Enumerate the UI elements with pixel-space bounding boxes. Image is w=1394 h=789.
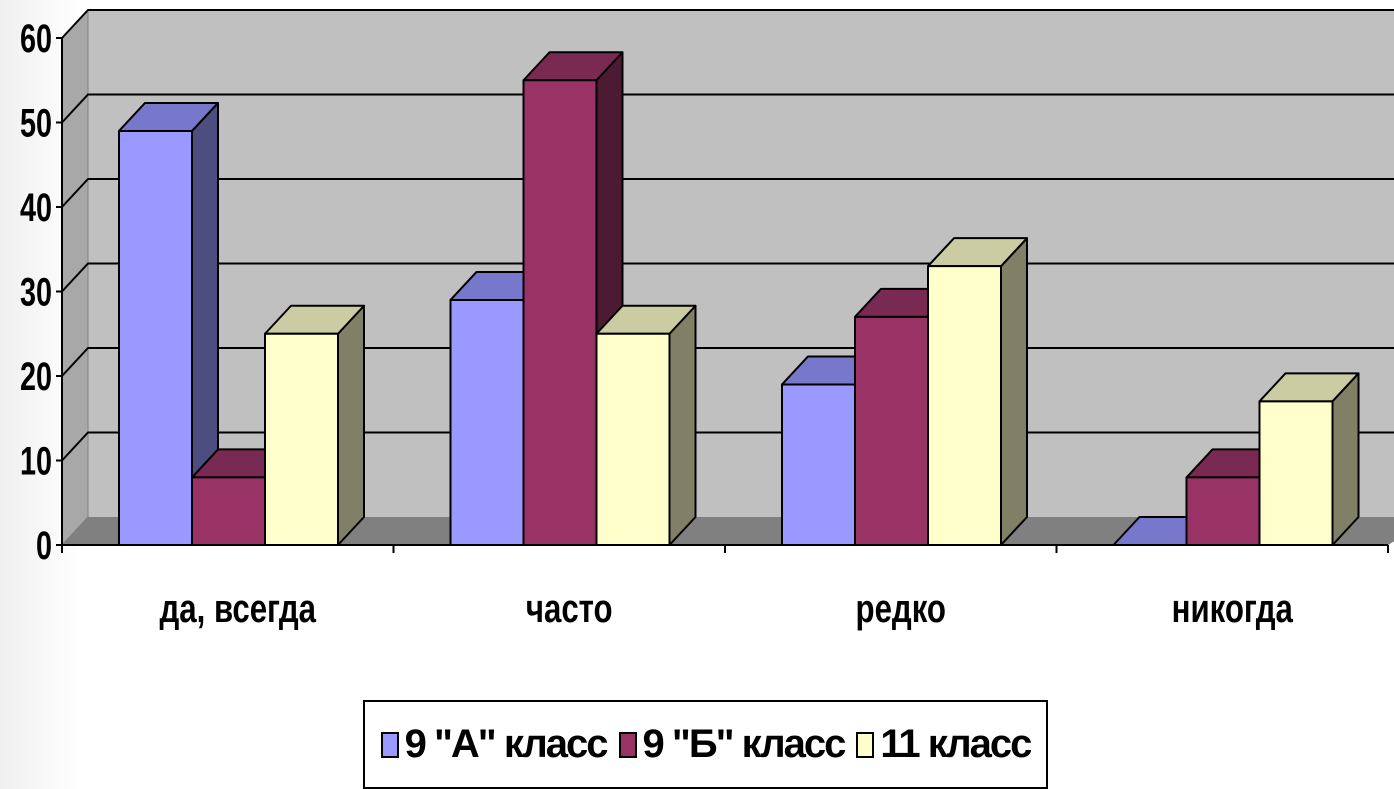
bar-front	[595, 332, 671, 546]
bar-front	[927, 265, 1002, 546]
y-tick-label: 50	[20, 101, 52, 146]
legend-item-9b: 9 "Б" класс	[618, 722, 847, 767]
bar-front	[1185, 476, 1261, 546]
x-category-label: никогда	[1172, 586, 1294, 631]
legend-label-9b: 9 "Б" класс	[642, 722, 847, 766]
bar-front	[781, 383, 856, 546]
bar-side	[337, 304, 365, 546]
bar-3-1	[264, 304, 365, 546]
y-tick-label: 40	[20, 185, 52, 230]
x-category-label: редко	[856, 586, 946, 631]
bar-3-4	[1258, 372, 1360, 546]
bar-front	[1258, 400, 1334, 546]
legend-label-9a: 9 "А" класс	[404, 722, 609, 766]
bar-front	[191, 476, 266, 546]
floor	[62, 517, 1394, 545]
bar-front	[854, 315, 929, 546]
bar-1-1	[118, 101, 219, 546]
bar-front	[449, 298, 525, 546]
bar-side	[1331, 372, 1360, 546]
legend-item-11: 11 класс	[856, 722, 1032, 767]
bar-3-2	[595, 304, 697, 546]
legend-swatch-11	[856, 731, 875, 758]
legend-item-9a: 9 "А" класс	[380, 722, 609, 767]
x-category-label: часто	[526, 586, 613, 631]
bar-front	[118, 129, 193, 546]
y-tick-label: 20	[20, 354, 52, 399]
y-tick-label: 10	[20, 439, 52, 484]
bar-front	[264, 332, 339, 546]
gridline	[61, 93, 1394, 124]
gridline	[61, 178, 1394, 208]
legend-swatch-9a	[380, 731, 399, 758]
gridline	[61, 9, 1394, 39]
bar-side	[1000, 237, 1028, 546]
bar-3-3	[927, 237, 1028, 546]
legend-swatch-9b	[618, 731, 637, 758]
y-tick-label: 60	[20, 16, 52, 61]
legend-label-11: 11 класс	[880, 722, 1032, 766]
y-tick-label: 0	[36, 523, 52, 568]
y-tick-label: 30	[20, 270, 52, 315]
bar-side	[668, 304, 697, 546]
legend: 9 "А" класс 9 "Б" класс 11 класс	[363, 700, 1048, 789]
bar-chart: 0 10 20 30 40 50 60 да, всегда часто редко никогда	[20, 8, 1394, 631]
x-category-label: да, всегда	[159, 586, 316, 631]
bar-front	[522, 79, 598, 546]
